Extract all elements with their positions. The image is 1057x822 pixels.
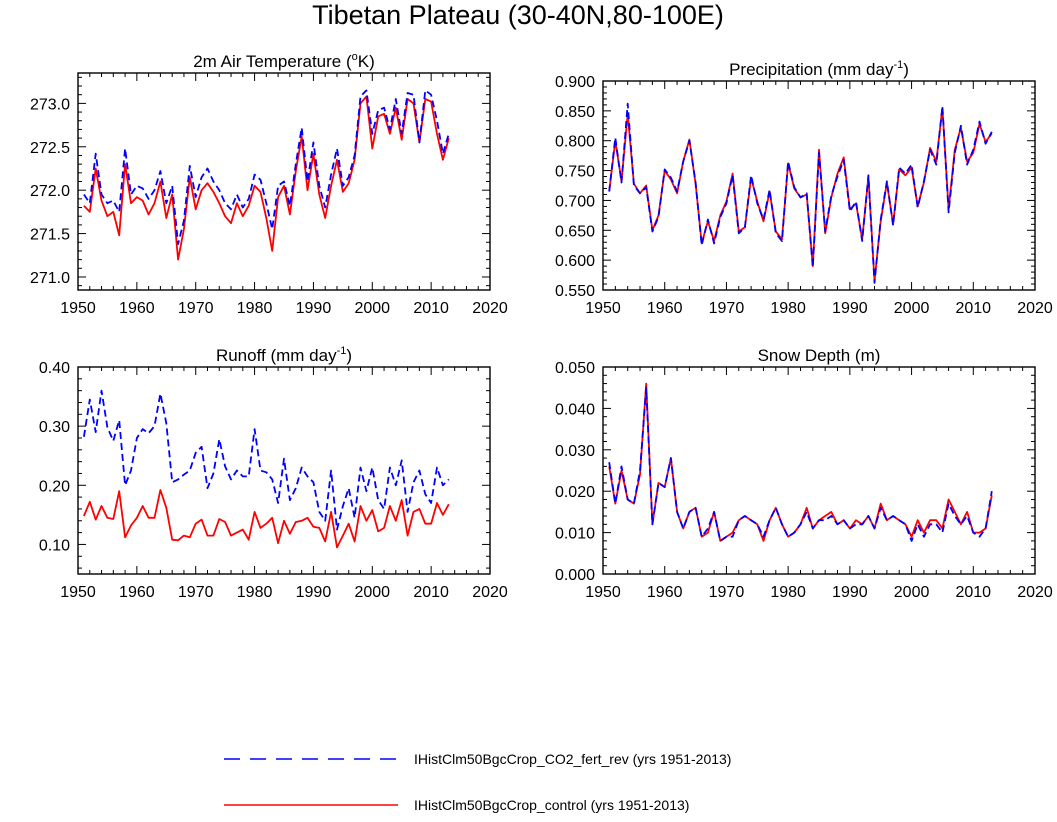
- panel-title: Snow Depth (m): [758, 346, 881, 365]
- y-tick-label: 0.900: [555, 74, 595, 91]
- y-tick-label: 0.040: [555, 401, 595, 418]
- y-tick-label: 0.550: [555, 283, 595, 300]
- panel-precip: Precipitation (mm day-1) 1950 1960 1970 1980…: [555, 59, 1053, 317]
- series-line-control: [83, 95, 450, 261]
- y-tick-label: 0.000: [555, 567, 595, 584]
- series-line-co2-fert-rev: [83, 389, 450, 531]
- series-line-co2-fert-rev: [83, 89, 450, 245]
- panel-title-main: Snow Depth (m): [758, 346, 881, 365]
- x-tick-label: 1980: [770, 584, 806, 601]
- panel-title-main: 2m Air Temperature (: [193, 52, 352, 71]
- y-tick-label: 0.10: [39, 537, 70, 554]
- panel-title: Runoff (mm day-1): [216, 345, 352, 365]
- x-tick-label: 1950: [585, 584, 621, 601]
- y-tick-label: 272.5: [30, 140, 70, 157]
- x-tick-label: 1960: [119, 300, 155, 317]
- panel-title: 2m Air Temperature (oK): [193, 51, 375, 71]
- panel-title-tail: ): [903, 60, 909, 79]
- x-tick-label: 1970: [178, 584, 214, 601]
- legend: IHistClm50BgcCrop_CO2_fert_rev (yrs 1951…: [224, 751, 731, 813]
- y-tick-label: 0.30: [39, 419, 70, 436]
- y-tick-label: 271.0: [30, 270, 70, 287]
- panel-title-superscript: -1: [337, 345, 347, 357]
- x-tick-label: 2000: [354, 300, 390, 317]
- plot-frame: [602, 366, 1036, 575]
- y-tick-label: 0.700: [555, 193, 595, 210]
- y-tick-label: 0.010: [555, 526, 595, 543]
- y-tick-label: 273.0: [30, 96, 70, 113]
- x-tick-label: 2010: [955, 300, 991, 317]
- y-tick-label: 0.050: [555, 360, 595, 377]
- x-tick-label: 1950: [60, 584, 96, 601]
- series-line-co2-fert-rev: [608, 102, 993, 284]
- x-tick-label: 2010: [413, 584, 449, 601]
- y-tick-label: 0.030: [555, 443, 595, 460]
- plot-frame: [77, 366, 491, 575]
- x-tick-label: 1990: [296, 584, 332, 601]
- x-tick-label: 1950: [60, 300, 96, 317]
- y-tick-label: 0.650: [555, 223, 595, 240]
- x-tick-label: 2000: [894, 300, 930, 317]
- y-tick-label: 0.600: [555, 253, 595, 270]
- panel-title: Precipitation (mm day-1): [729, 59, 909, 79]
- y-tick-label: 271.5: [30, 227, 70, 244]
- y-tick-label: 0.40: [39, 360, 70, 377]
- series-line-control: [608, 107, 993, 282]
- x-tick-label: 1950: [585, 300, 621, 317]
- legend-label-control: IHistClm50BgcCrop_control (yrs 1951-2013…: [414, 797, 689, 813]
- x-tick-label: 1990: [832, 300, 868, 317]
- x-tick-label: 2000: [894, 584, 930, 601]
- y-tick-label: 0.020: [555, 484, 595, 501]
- x-tick-label: 1970: [709, 300, 745, 317]
- x-tick-label: 2020: [1017, 584, 1053, 601]
- panel-temp: 2m Air Temperature (oK) 1950 1960 1970 1980 1…: [30, 51, 508, 317]
- y-tick-label: 0.20: [39, 478, 70, 495]
- x-tick-label: 1980: [770, 300, 806, 317]
- series-line-control: [608, 382, 993, 542]
- panel-runoff: Runoff (mm day-1) 1950 1960 1970 1980 1990 200…: [39, 345, 508, 601]
- panel-title-main: Runoff (mm day: [216, 346, 337, 365]
- x-tick-label: 2020: [472, 300, 508, 317]
- y-tick-label: 0.800: [555, 134, 595, 151]
- figure-title: Tibetan Plateau (30-40N,80-100E): [312, 0, 724, 30]
- panel-title-superscript: -1: [893, 59, 903, 71]
- x-tick-label: 2020: [1017, 300, 1053, 317]
- x-tick-label: 1960: [119, 584, 155, 601]
- series-line-co2-fert-rev: [608, 386, 993, 542]
- x-tick-label: 1960: [647, 300, 683, 317]
- x-tick-label: 1980: [237, 584, 273, 601]
- x-tick-label: 2010: [413, 300, 449, 317]
- panel-title-tail: ): [346, 346, 352, 365]
- panel-title-superscript: o: [352, 51, 358, 63]
- x-tick-label: 1990: [296, 300, 332, 317]
- series-line-control: [83, 489, 450, 549]
- x-tick-label: 2020: [472, 584, 508, 601]
- x-tick-label: 1990: [832, 584, 868, 601]
- panel-snow: Snow Depth (m) 1950 1960 1970 1980 1990 2000 20…: [555, 346, 1053, 601]
- x-tick-label: 1960: [647, 584, 683, 601]
- y-tick-label: 272.0: [30, 183, 70, 200]
- y-tick-label: 0.850: [555, 104, 595, 121]
- plot-frame: [602, 80, 1036, 291]
- legend-label-co2-fert-rev: IHistClm50BgcCrop_CO2_fert_rev (yrs 1951…: [414, 751, 731, 767]
- panel-title-tail: K): [358, 52, 375, 71]
- x-tick-label: 2010: [955, 584, 991, 601]
- panel-title-main: Precipitation (mm day: [729, 60, 894, 79]
- x-tick-label: 2000: [354, 584, 390, 601]
- x-tick-label: 1970: [178, 300, 214, 317]
- x-tick-label: 1970: [709, 584, 745, 601]
- x-tick-label: 1980: [237, 300, 273, 317]
- y-tick-label: 0.750: [555, 164, 595, 181]
